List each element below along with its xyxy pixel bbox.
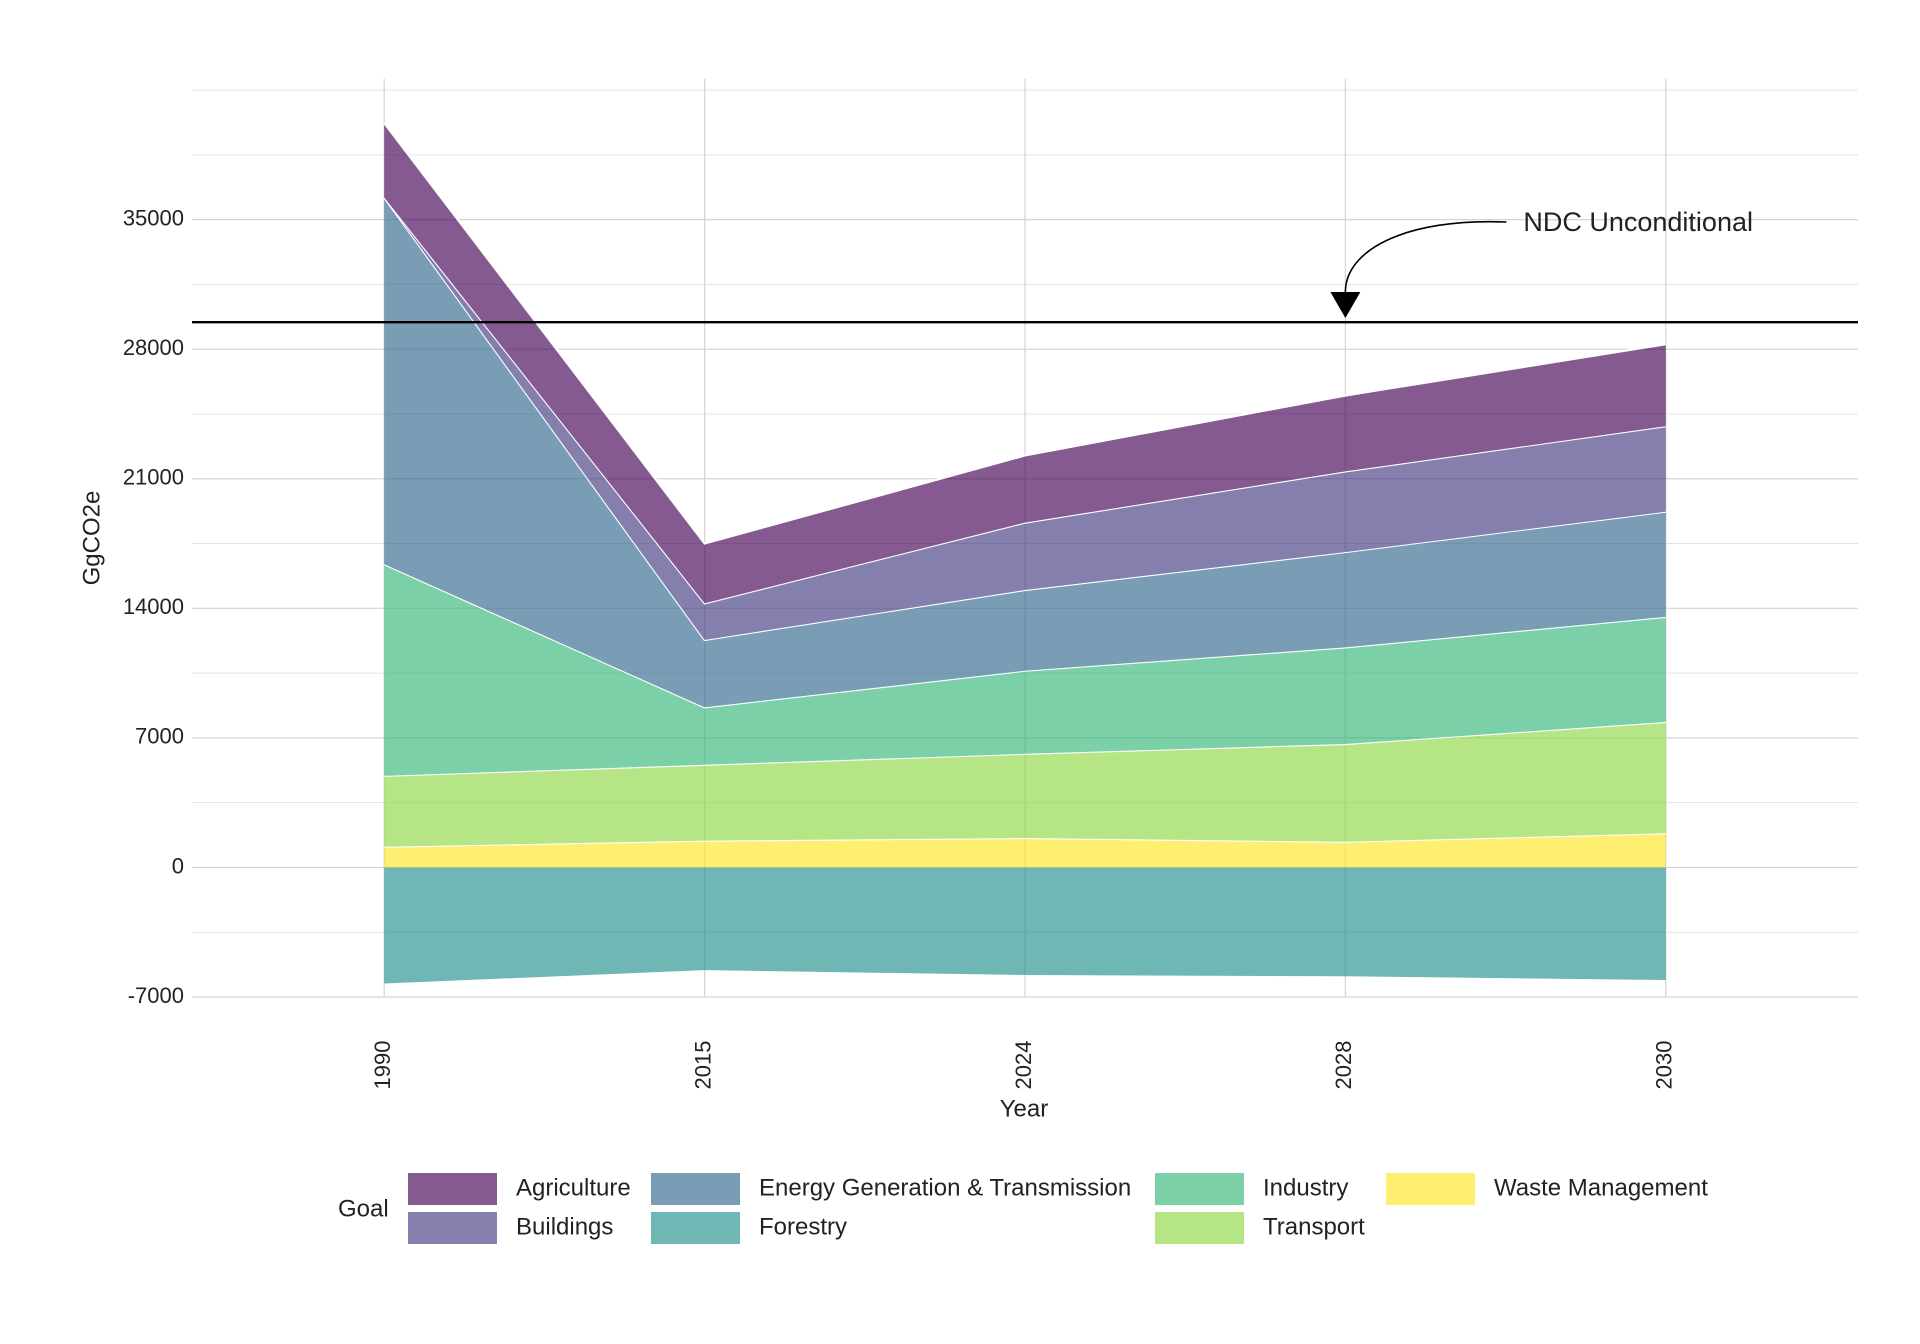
area — [384, 197, 1666, 708]
x-axis-title: Year — [1000, 1095, 1049, 1122]
x-tick-label: 2024 — [1011, 1041, 1036, 1090]
y-axis-title: GgCO2e — [78, 491, 105, 586]
x-tick-label: 2015 — [690, 1041, 715, 1090]
legend-label: Waste Management — [1494, 1174, 1708, 1201]
area — [384, 123, 1666, 604]
legend-label: Forestry — [759, 1213, 847, 1240]
legend-swatch — [1155, 1173, 1244, 1205]
area — [384, 867, 1666, 984]
y-tick-label: 35000 — [123, 205, 184, 230]
legend-label: Agriculture — [516, 1174, 631, 1201]
area-edge — [383, 122, 1666, 545]
y-tick-label: 7000 — [135, 724, 184, 749]
arrow-head — [1330, 292, 1361, 318]
area — [384, 197, 1666, 640]
legend-label: Buildings — [516, 1213, 613, 1240]
y-tick-label: 21000 — [123, 465, 184, 490]
legend-swatch — [651, 1173, 740, 1205]
x-tick-label: 1990 — [370, 1041, 395, 1090]
area — [384, 721, 1666, 847]
y-tick-label: 14000 — [123, 594, 184, 619]
legend-title: Goal — [338, 1195, 389, 1222]
legend-swatch — [1155, 1212, 1244, 1244]
legend-label: Energy Generation & Transmission — [759, 1174, 1131, 1201]
legend-label: Transport — [1263, 1213, 1365, 1240]
y-tick-label: -7000 — [128, 983, 184, 1008]
x-tick-label: 2028 — [1331, 1041, 1356, 1090]
y-tick-label: 0 — [172, 853, 184, 878]
x-tick-label: 2030 — [1652, 1041, 1677, 1090]
annotation-arrow — [1344, 220, 1507, 293]
legend-label: Industry — [1263, 1174, 1348, 1201]
y-tick-label: 28000 — [123, 335, 184, 360]
annotation-label: NDC Unconditional — [1523, 207, 1753, 237]
legend-swatch — [651, 1212, 740, 1244]
area — [384, 564, 1666, 776]
legend-swatch — [408, 1212, 497, 1244]
legend-swatch — [1386, 1173, 1475, 1205]
legend-swatch — [408, 1173, 497, 1205]
